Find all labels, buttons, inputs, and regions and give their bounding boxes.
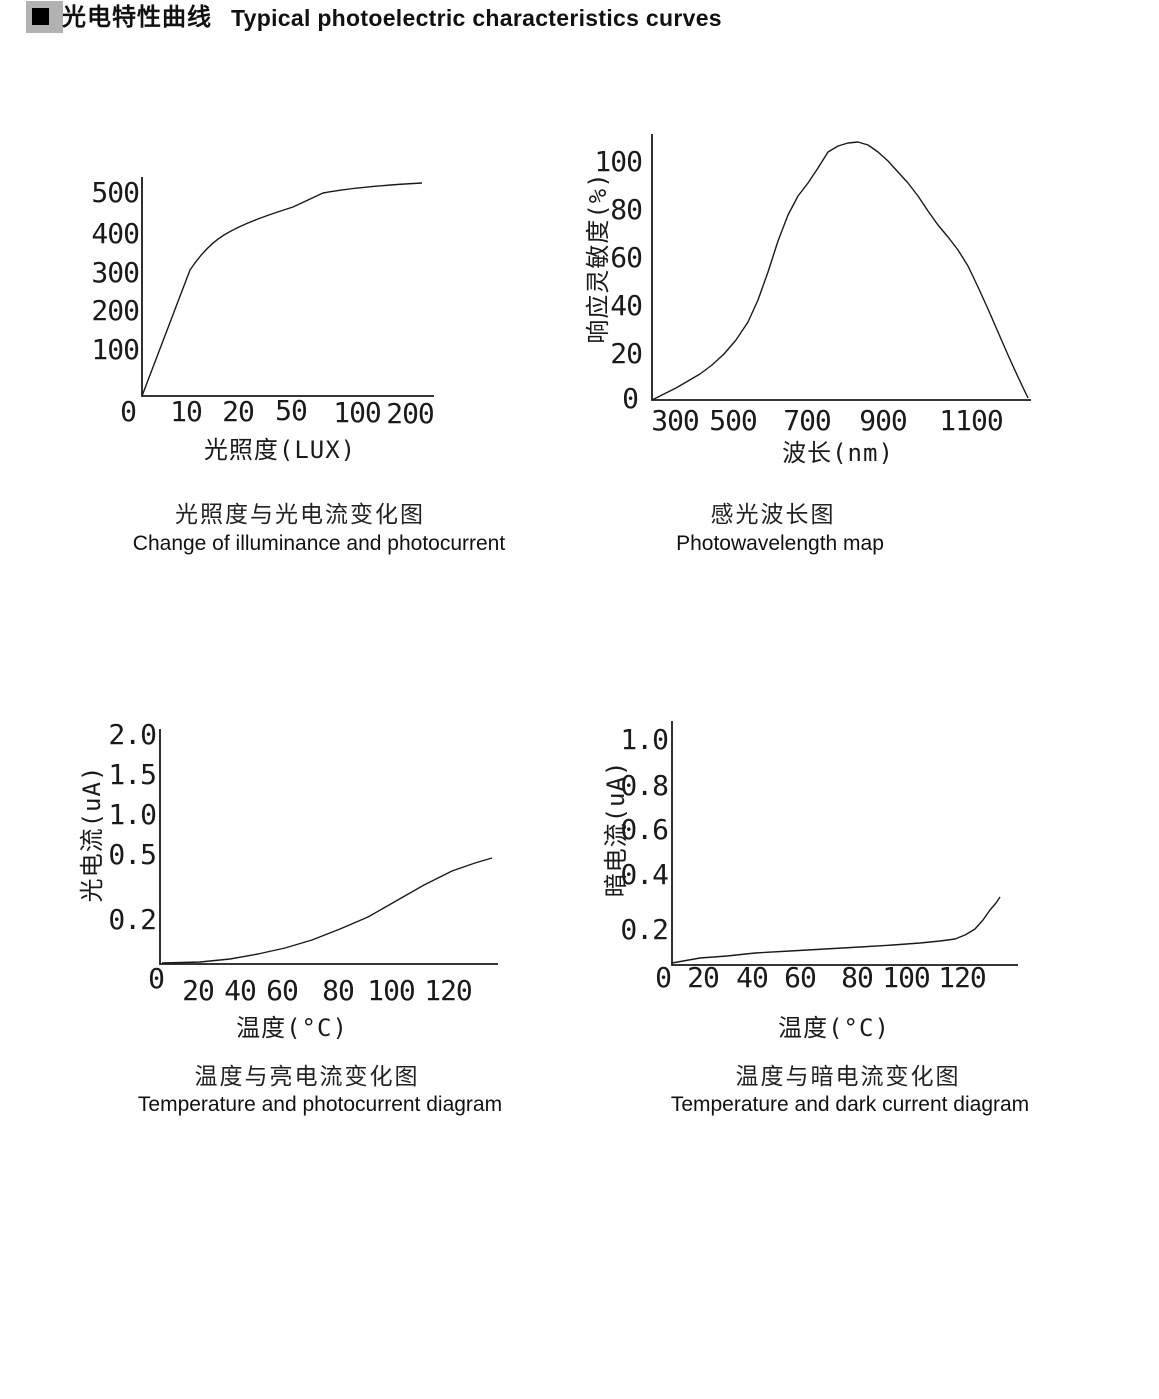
temp-photocurrent-axes (159, 729, 498, 965)
illuminance-xlabel: 光照度(LUX) (203, 436, 357, 464)
temp-photocurrent-caption-en: Temperature and photocurrent diagram (137, 1093, 503, 1116)
spectral-y-tick: 60 (610, 241, 643, 274)
temp-photocurrent-caption-zh: 温度与亮电流变化图 (194, 1064, 420, 1090)
section-bullet-icon (26, 1, 63, 33)
temp-photocurrent-ylabel: 光电流(uA) (78, 765, 106, 903)
temp-photocurrent-xlabel: 温度(°C) (236, 1014, 348, 1042)
temp-darkcurrent-axes (671, 721, 1018, 966)
illuminance-y-tick: 400 (91, 217, 140, 250)
spectral-ylabel: 响应灵敏度(%) (584, 172, 612, 344)
temp-darkcurrent-x-tick: 20 (687, 961, 720, 994)
temp-photocurrent-y-tick: 0.5 (108, 838, 157, 871)
illuminance-caption-en: Change of illuminance and photocurrent (132, 532, 506, 555)
spectral-x-tick: 1100 (939, 404, 1003, 437)
spectral-caption-en: Photowavelength map (676, 532, 884, 555)
temp-darkcurrent-y-tick: 0.8 (620, 769, 669, 802)
temp-darkcurrent-y-tick: 0.2 (620, 913, 669, 946)
illuminance-x-tick: 20 (222, 395, 255, 428)
temp-photocurrent-x-tick: 100 (367, 974, 416, 1007)
spectral-x-tick: 300 (651, 404, 700, 437)
temp-photocurrent-x-tick: 120 (424, 974, 473, 1007)
illuminance-caption-zh: 光照度与光电流变化图 (175, 502, 425, 528)
spectral-xlabel: 波长(nm) (782, 439, 894, 467)
spectral-x-tick: 500 (709, 404, 758, 437)
spectral-axes (651, 134, 1031, 401)
temp-darkcurrent-x-tick: 80 (841, 961, 874, 994)
illuminance-curve (141, 182, 423, 397)
illuminance-x-tick: 0 (120, 395, 137, 428)
illuminance-y-tick: 500 (91, 176, 140, 209)
temp-darkcurrent-xlabel: 温度(°C) (778, 1014, 890, 1042)
spectral-y-tick: 100 (594, 145, 643, 178)
spectral-y-tick: 40 (610, 289, 643, 322)
temp-darkcurrent-y-tick: 1.0 (620, 723, 669, 756)
section-title-zh: 光电特性曲线 (62, 3, 212, 31)
temp-photocurrent-y-tick: 2.0 (108, 718, 157, 751)
temp-photocurrent-y-tick: 1.0 (108, 798, 157, 831)
temp-darkcurrent-caption-zh: 温度与暗电流变化图 (735, 1064, 961, 1090)
temp-darkcurrent-x-tick: 120 (938, 961, 987, 994)
illuminance-x-tick: 50 (275, 394, 308, 427)
temp-photocurrent-x-tick: 0 (148, 962, 165, 995)
temp-darkcurrent-y-tick: 0.4 (620, 858, 669, 891)
temp-darkcurrent-y-tick: 0.6 (620, 813, 669, 846)
illuminance-axes (141, 177, 434, 397)
section-title-en: Typical photoelectric characteristics cu… (231, 5, 722, 31)
section-bullet-inner-square (32, 8, 49, 25)
spectral-curve (651, 141, 1029, 401)
temp-photocurrent-x-tick: 20 (182, 974, 215, 1007)
illuminance-y-tick: 200 (91, 294, 140, 327)
spectral-x-tick: 900 (859, 404, 908, 437)
illuminance-x-tick: 10 (170, 395, 203, 428)
temp-photocurrent-x-tick: 80 (322, 974, 355, 1007)
spectral-caption-zh: 感光波长图 (710, 502, 836, 528)
temp-darkcurrent-x-tick: 40 (736, 961, 769, 994)
illuminance-x-tick: 200 (386, 397, 435, 430)
spectral-y-tick: 20 (610, 337, 643, 370)
temp-darkcurrent-ylabel: 暗电流(uA) (602, 760, 630, 898)
illuminance-x-tick: 100 (333, 396, 382, 429)
temp-darkcurrent-x-tick: 60 (784, 961, 817, 994)
spectral-y-tick: 0 (622, 382, 639, 415)
temp-photocurrent-x-tick: 40 (224, 974, 257, 1007)
spectral-y-tick: 80 (610, 193, 643, 226)
temp-darkcurrent-x-tick: 0 (655, 961, 672, 994)
illuminance-y-tick: 300 (91, 256, 140, 289)
temp-photocurrent-x-tick: 60 (266, 974, 299, 1007)
temp-darkcurrent-x-tick: 100 (882, 961, 931, 994)
temp-photocurrent-curve (161, 857, 493, 964)
temp-photocurrent-y-tick: 0.2 (108, 903, 157, 936)
spectral-x-tick: 700 (783, 404, 832, 437)
temp-darkcurrent-curve (671, 896, 1001, 964)
temp-darkcurrent-caption-en: Temperature and dark current diagram (670, 1093, 1030, 1116)
illuminance-y-tick: 100 (91, 333, 140, 366)
temp-photocurrent-y-tick: 1.5 (108, 758, 157, 791)
